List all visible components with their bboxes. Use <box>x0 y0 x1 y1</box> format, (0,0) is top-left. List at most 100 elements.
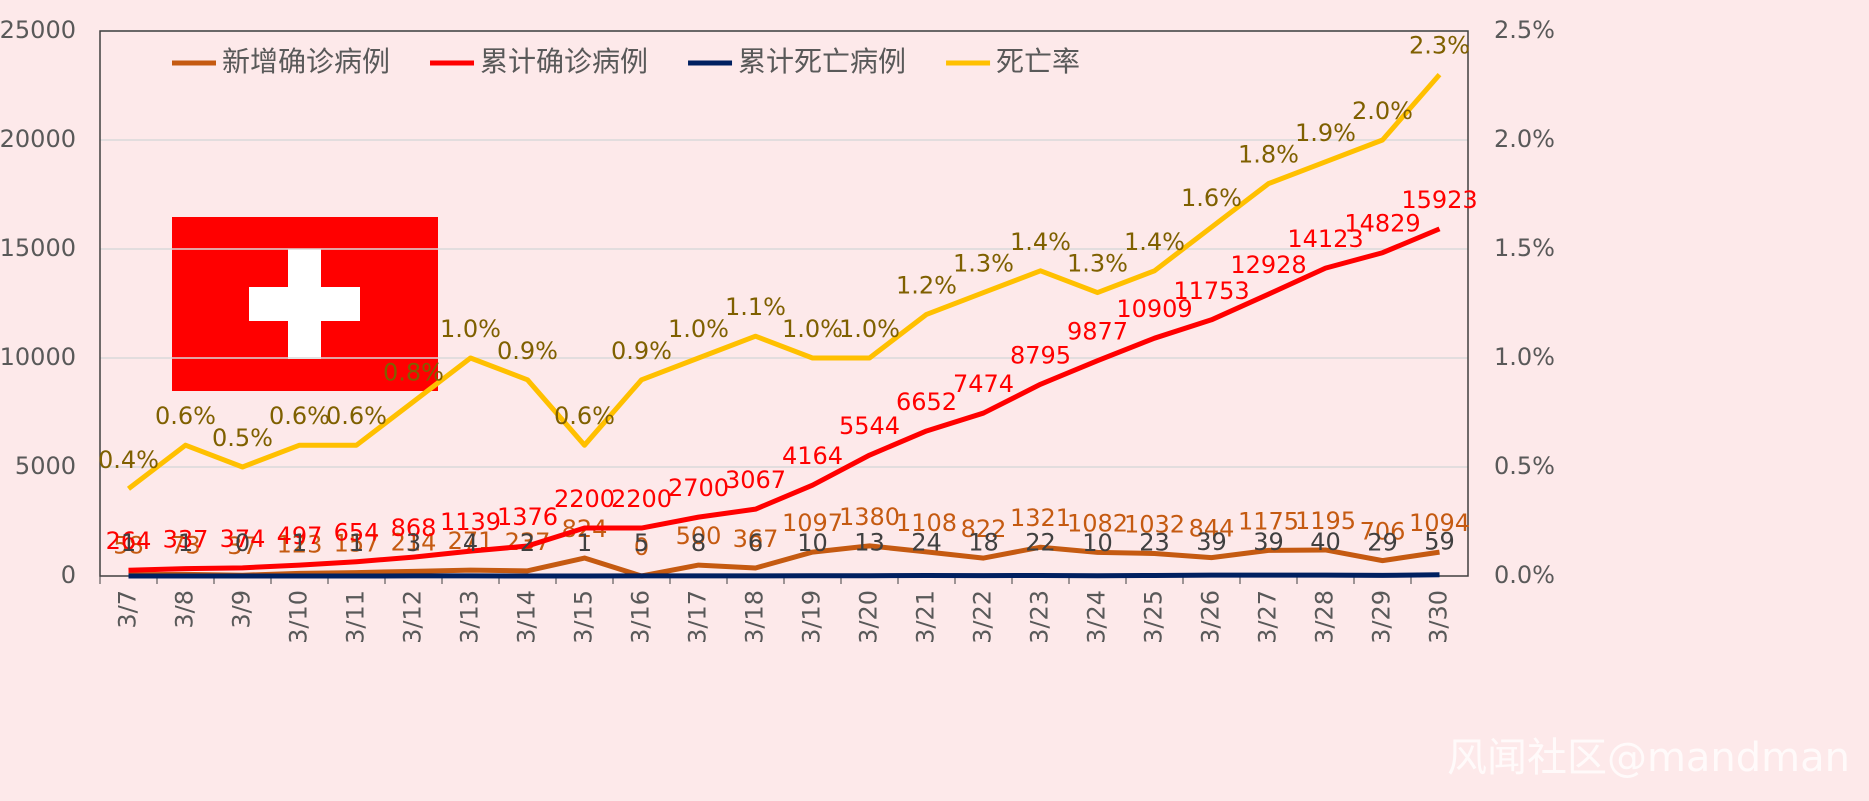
data-label: 0.9% <box>497 337 558 365</box>
data-label: 1.3% <box>1067 250 1128 278</box>
legend-label: 累计死亡病例 <box>738 45 906 78</box>
data-label: 0.6% <box>326 402 387 430</box>
data-label: 2200 <box>611 485 672 513</box>
data-label: 1 <box>349 529 364 557</box>
data-label: 10 <box>1082 529 1113 557</box>
x-tick-label: 3/18 <box>741 590 769 644</box>
data-label: 8 <box>691 529 706 557</box>
data-label: 1.0% <box>782 315 843 343</box>
data-label: 9877 <box>1067 318 1128 346</box>
data-label: 10909 <box>1116 295 1192 323</box>
x-tick-label: 3/20 <box>855 590 883 644</box>
data-label: 0.4% <box>98 446 159 474</box>
y2-tick-label: 0.0% <box>1494 561 1555 589</box>
legend-label: 死亡率 <box>996 45 1080 78</box>
data-label: 15923 <box>1401 186 1477 214</box>
data-label: 14829 <box>1344 210 1420 238</box>
data-label: 1.0% <box>839 315 900 343</box>
data-label: 3067 <box>725 466 786 494</box>
x-tick-label: 3/23 <box>1026 590 1054 644</box>
y2-tick-label: 1.5% <box>1494 234 1555 262</box>
x-tick-label: 3/10 <box>285 590 313 644</box>
data-label: 1.4% <box>1010 228 1071 256</box>
data-label: 1.4% <box>1124 228 1185 256</box>
data-label: 500 <box>676 522 722 550</box>
data-label: 367 <box>733 525 779 553</box>
data-label: 13 <box>854 529 885 557</box>
data-label: 374 <box>220 525 266 553</box>
data-label: 23 <box>1139 528 1170 556</box>
data-label: 1.3% <box>953 250 1014 278</box>
x-tick-label: 3/22 <box>969 590 997 644</box>
data-label: 22 <box>1025 529 1056 557</box>
data-label: 844 <box>1189 515 1235 543</box>
data-label: 1 <box>577 529 592 557</box>
x-tick-label: 3/16 <box>627 590 655 644</box>
data-label: 7474 <box>953 370 1014 398</box>
x-tick-label: 3/26 <box>1197 590 1225 644</box>
data-label: 24 <box>911 528 942 556</box>
data-label: 1.9% <box>1295 119 1356 147</box>
data-label: 2200 <box>554 485 615 513</box>
data-label: 58 <box>113 532 144 560</box>
line <box>128 543 1440 579</box>
data-label: 0.9% <box>611 337 672 365</box>
x-tick-label: 3/28 <box>1311 590 1339 644</box>
data-label: 6652 <box>896 388 957 416</box>
data-label: 12928 <box>1230 251 1306 279</box>
data-label: 337 <box>163 526 209 554</box>
data-label: 1 <box>292 529 307 557</box>
data-label: 14123 <box>1287 225 1363 253</box>
data-label: 3 <box>406 529 421 557</box>
x-tick-label: 3/30 <box>1425 590 1453 644</box>
x-tick-label: 3/17 <box>684 590 712 644</box>
x-tick-label: 3/21 <box>912 590 940 644</box>
flag-cross <box>249 287 360 321</box>
data-label: 2.0% <box>1352 97 1413 125</box>
data-label: 1032 <box>1124 511 1185 539</box>
data-label: 4164 <box>782 442 843 470</box>
x-tick-label: 3/13 <box>456 590 484 644</box>
y-tick-label: 20000 <box>0 125 76 153</box>
x-tick-label: 3/12 <box>399 590 427 644</box>
data-label: 0.5% <box>212 424 273 452</box>
data-label: 1.8% <box>1238 141 1299 169</box>
data-label: 1139 <box>440 508 501 536</box>
data-label: 822 <box>961 515 1007 543</box>
x-tick-label: 3/19 <box>798 590 826 644</box>
data-label: 39 <box>1253 528 1284 556</box>
legend-label: 新增确诊病例 <box>222 45 390 78</box>
data-label: 4 <box>463 529 478 557</box>
y-tick-label: 5000 <box>15 452 76 480</box>
y2-tick-label: 2.5% <box>1494 16 1555 44</box>
data-label: 39 <box>1196 528 1227 556</box>
data-label: 1.2% <box>896 271 957 299</box>
data-label: 5 <box>634 529 649 557</box>
x-tick-label: 3/24 <box>1083 590 1111 644</box>
data-label: 497 <box>277 522 323 550</box>
data-label: 5544 <box>839 412 900 440</box>
data-label: 0 <box>235 529 250 557</box>
data-label: 8795 <box>1010 341 1071 369</box>
y-tick-label: 0 <box>61 561 76 589</box>
data-label: 2700 <box>668 474 729 502</box>
y2-tick-label: 0.5% <box>1494 452 1555 480</box>
watermark: 风闻社区@mandman <box>1447 735 1850 781</box>
line <box>128 226 1441 573</box>
data-label: 0.6% <box>155 402 216 430</box>
x-tick-label: 3/11 <box>342 590 370 644</box>
data-label: 1 <box>178 529 193 557</box>
data-label: 11753 <box>1173 277 1249 305</box>
data-label: 73 <box>170 531 201 559</box>
data-label: 59 <box>1424 528 1455 556</box>
x-tick-label: 3/8 <box>171 590 199 629</box>
y-tick-label: 15000 <box>0 234 76 262</box>
data-label: 1108 <box>896 509 957 537</box>
x-tick-label: 3/27 <box>1254 590 1282 644</box>
data-label: 1321 <box>1010 504 1071 532</box>
data-label: 1.0% <box>668 315 729 343</box>
data-label: 10 <box>797 529 828 557</box>
data-label: 1.1% <box>725 293 786 321</box>
